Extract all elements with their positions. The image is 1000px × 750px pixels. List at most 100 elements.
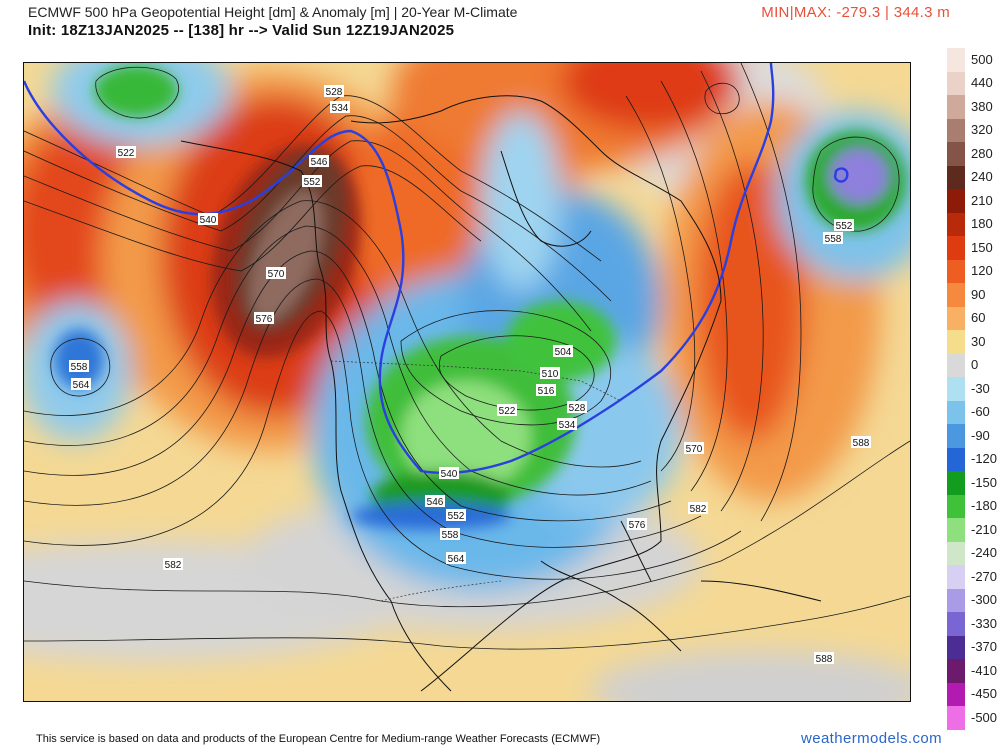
legend-label: 180 [971,216,993,232]
legend-label: 320 [971,122,993,138]
map-title: ECMWF 500 hPa Geopotential Height [dm] &… [28,4,518,20]
anomaly-field [24,63,910,701]
legend-swatch [947,659,965,683]
contour-label: 576 [629,520,646,531]
contour-label-box [440,528,460,540]
legend-label: -30 [971,380,990,396]
legend-label: 380 [971,98,993,114]
legend-swatch [947,283,965,307]
contour-label-box [834,219,854,231]
legend-swatch [947,165,965,190]
contour-label-box [851,436,871,448]
contour-label: 540 [441,469,458,480]
legend-label: -180 [971,498,998,514]
contour-label: 534 [559,420,576,431]
contour-label-box [302,175,322,187]
legend-swatch [947,212,965,237]
contour-label: 552 [836,221,853,232]
contour-label: 504 [555,347,572,358]
contour-label: 570 [268,269,285,280]
legend-label: 240 [971,169,993,185]
legend-swatch [947,682,965,707]
contour-label-box [163,558,183,570]
legend-label: -330 [971,615,998,631]
contour-label-box [116,146,136,158]
contour-label-box [688,502,708,514]
legend-label: 120 [971,263,993,279]
legend-swatch [947,95,965,119]
legend-label: -300 [971,592,998,608]
contour-label-box [536,384,556,396]
contour-label: 552 [448,511,465,522]
contour-label-box [557,418,577,430]
highlight-contour [24,63,849,475]
legend-swatch [947,541,965,566]
contour-label: 552 [304,177,321,188]
contour-label-box [627,518,647,530]
legend-label: -450 [971,686,998,702]
legend-swatch [947,447,965,472]
contour-label: 582 [165,560,182,571]
map-init-valid: Init: 18Z13JAN2025 -- [138] hr --> Valid… [28,22,455,39]
legend-swatch [947,306,965,331]
contour-label-box [446,509,466,521]
contour-label-box [330,101,350,113]
legend-label: -240 [971,545,998,561]
contour-label-box [567,401,587,413]
legend-swatch [947,400,965,425]
legend-swatch [947,48,965,72]
contour-label: 570 [686,444,703,455]
legend-label: -150 [971,474,998,490]
legend-swatch [947,259,965,284]
legend-label: 440 [971,75,993,91]
contour-label-box [425,495,445,507]
legend-label: 210 [971,192,993,208]
site-brand-link[interactable]: weathermodels.com [800,730,942,747]
legend-label: 0 [971,357,979,373]
legend-label: 150 [971,239,993,255]
contour-label-box [497,404,517,416]
legend-label: 30 [971,333,986,349]
legend-swatch [947,236,965,260]
anomaly-color-legend: 500 440 380 320 280 240 210 180 150 120 90 60 30 0 -30… [945,44,1000,734]
legend-label: 280 [971,145,993,161]
contour-label: 582 [690,504,707,515]
contour-label: 546 [311,157,328,168]
minmax-readout: MIN|MAX: -279.3 | 344.3 m [761,4,950,21]
legend-swatch [947,353,965,378]
contour-label: 510 [542,369,559,380]
legend-label: -410 [971,662,998,678]
contour-label: 564 [448,554,465,565]
contour-label: 516 [538,386,555,397]
contour-label-box [814,652,834,664]
legend-label: 500 [971,51,993,67]
contour-label: 528 [326,87,343,98]
contour-label: 534 [332,103,349,114]
legend-swatch [947,565,965,589]
legend-label: 90 [971,286,986,302]
contour-label: 588 [853,438,870,449]
contour-label: 558 [825,234,842,245]
legend-label: -60 [971,404,990,420]
contour-label: 558 [71,362,88,373]
contour-label: 546 [427,497,444,508]
contour-label-box [69,360,89,372]
contour-label: 588 [816,654,833,665]
contour-label-box [71,378,91,390]
legend-swatch [947,706,965,730]
contour-label-box [324,85,344,97]
contour-label: 540 [200,215,217,226]
forecast-map: 522 528 534 540 546 552 570 576 558 564 504 510 516 5… [23,62,911,702]
contour-label-box [446,552,466,564]
legend-label: -90 [971,427,990,443]
contour-labels: 522 528 534 540 546 552 570 576 558 564 504 510 516 5… [69,85,871,665]
legend-label: -500 [971,709,998,725]
borders [330,360,622,602]
height-contours [24,63,910,650]
legend-swatch [947,377,965,401]
contour-label: 528 [569,403,586,414]
contour-label-box [254,312,274,324]
ecmwf-disclaimer: This service is based on data and produc… [36,733,601,745]
legend-swatch [947,330,965,354]
legend-swatch [947,518,965,542]
